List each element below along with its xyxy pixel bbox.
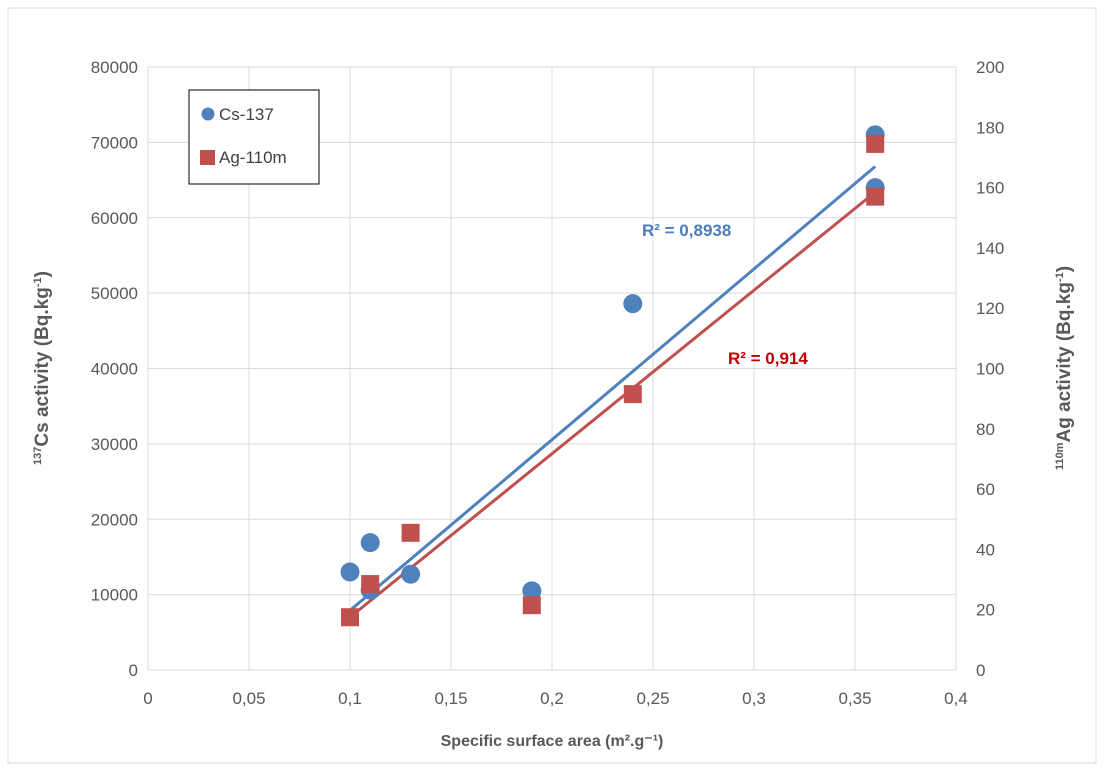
- y-right-tick-label: 160: [976, 179, 1004, 198]
- data-point-ag-110m: [522, 596, 541, 615]
- y-right-tick-label: 20: [976, 601, 995, 620]
- x-tick-label: 0: [143, 689, 152, 708]
- trendline-cs-137: [349, 165, 877, 612]
- y-left-title-exponent: -1: [32, 277, 44, 287]
- y-left-tick-label: 70000: [91, 133, 138, 152]
- data-point-ag-110m: [361, 575, 380, 594]
- r-squared-label-cs-137: R² = 0,8938: [642, 221, 731, 240]
- y-left-tick-label: 20000: [91, 510, 138, 529]
- y-right-title-main: Ag activity (Bq.kg: [1054, 282, 1075, 442]
- y-right-tick-label: 180: [976, 118, 1004, 137]
- y-left-axis-title: 137Cs activity (Bq.kg-1): [32, 271, 53, 465]
- data-point-ag-110m: [866, 187, 885, 206]
- legend-box: [188, 89, 320, 185]
- y-left-title-superscript: 137: [32, 447, 44, 465]
- data-point-cs-137: [340, 562, 360, 582]
- x-tick-label: 0,25: [636, 689, 669, 708]
- y-right-title-close: ): [1054, 266, 1075, 272]
- y-right-tick-label: 120: [976, 299, 1004, 318]
- y-left-tick-label: 50000: [91, 284, 138, 303]
- data-points: [340, 125, 885, 627]
- legend-ag110m-label: Ag-110m: [219, 148, 287, 167]
- x-tick-label: 0,35: [838, 689, 871, 708]
- y-right-tick-label: 0: [976, 661, 985, 680]
- x-tick-label: 0,4: [944, 689, 968, 708]
- y-right-title-superscript: 110m: [1054, 442, 1066, 470]
- x-axis-ticks: 0 0,05 0,1 0,15 0,2 0,25 0,3 0,35 0,4: [143, 689, 968, 708]
- legend: Cs-137 Ag-110m: [188, 89, 320, 185]
- y-right-tick-label: 60: [976, 480, 995, 499]
- x-tick-label: 0,3: [742, 689, 766, 708]
- data-point-cs-137: [623, 294, 643, 314]
- legend-cs137-circle-icon: [201, 107, 215, 121]
- legend-cs137-label: Cs-137: [219, 105, 274, 124]
- data-point-ag-110m: [623, 385, 642, 404]
- data-point-cs-137: [401, 564, 421, 584]
- y-right-title-exponent: -1: [1054, 272, 1066, 282]
- y-left-title-main: Cs activity (Bq.kg: [32, 287, 53, 446]
- data-point-cs-137: [360, 533, 380, 553]
- y-left-tick-label: 10000: [91, 586, 138, 605]
- y-left-tick-label: 0: [129, 661, 138, 680]
- x-tick-label: 0,15: [434, 689, 467, 708]
- data-point-ag-110m: [341, 608, 359, 627]
- data-point-ag-110m: [401, 523, 420, 542]
- data-point-ag-110m: [866, 134, 885, 153]
- trendlines: [349, 165, 877, 619]
- r-squared-labels: R² = 0,8938 R² = 0,914: [642, 221, 808, 368]
- y-right-tick-label: 140: [976, 239, 1004, 258]
- y-right-tick-label: 40: [976, 540, 995, 559]
- y-left-tick-label: 60000: [91, 209, 138, 228]
- trendline-ag-110m: [349, 190, 877, 619]
- y-right-axis-title: 110mAg activity (Bq.kg-1): [1054, 266, 1075, 470]
- x-tick-label: 0,2: [540, 689, 564, 708]
- x-axis-title: Specific surface area (m².g⁻¹): [441, 733, 664, 750]
- data-point-cs-137: [522, 581, 542, 601]
- y-right-tick-label: 80: [976, 420, 995, 439]
- y-left-tick-label: 80000: [91, 58, 138, 77]
- y-left-title-close: ): [32, 271, 53, 277]
- legend-ag110m-square-icon: [200, 150, 215, 165]
- gridlines: [147, 66, 957, 671]
- y-right-axis-ticks: 0 20 40 60 80 100 120 140 160 180 200: [976, 58, 1004, 680]
- y-right-tick-label: 200: [976, 58, 1004, 77]
- y-left-axis-ticks: 0 10000 20000 30000 40000 50000 60000 70000 8000…: [91, 58, 138, 680]
- x-tick-label: 0,05: [232, 689, 265, 708]
- r-squared-label-ag-110m: R² = 0,914: [728, 349, 808, 368]
- y-left-tick-label: 30000: [91, 435, 138, 454]
- y-right-tick-label: 100: [976, 360, 1004, 379]
- x-tick-label: 0,1: [338, 689, 362, 708]
- y-left-tick-label: 40000: [91, 360, 138, 379]
